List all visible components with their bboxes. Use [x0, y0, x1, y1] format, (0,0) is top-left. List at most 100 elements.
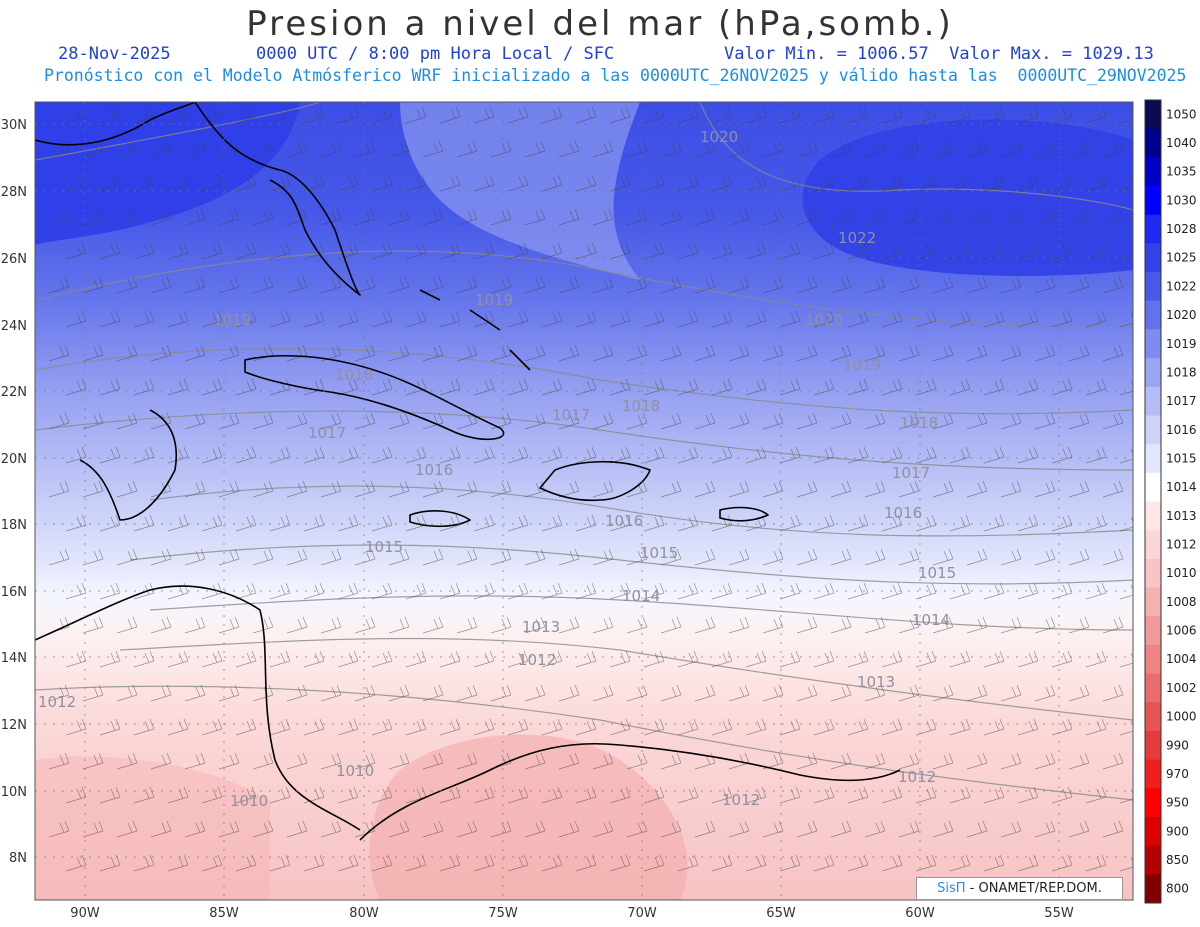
- high-pressure-cell: [802, 119, 1133, 276]
- wind-barb: [82, 412, 104, 430]
- wind-barb: [932, 480, 954, 498]
- colorbar-label: 800: [1166, 882, 1189, 896]
- colorbar-swatch: [1145, 759, 1161, 789]
- wind-barb: [48, 548, 70, 566]
- wind-barb: [745, 174, 767, 192]
- wind-barb: [388, 820, 410, 838]
- wind-barb: [439, 378, 461, 396]
- wind-barb: [65, 854, 87, 872]
- wind-barb: [354, 548, 376, 566]
- wind-barb: [133, 446, 155, 464]
- wind-barb: [65, 582, 87, 600]
- wind-barb: [626, 820, 648, 838]
- wind-barb: [575, 514, 597, 532]
- wind-barb: [388, 480, 410, 498]
- wind-barb: [473, 174, 495, 192]
- lat-tick: 8N: [9, 851, 27, 866]
- wind-barb: [830, 616, 852, 634]
- wind-barb: [167, 446, 189, 464]
- wind-barb: [847, 582, 869, 600]
- wind-barb: [558, 820, 580, 838]
- wind-barb: [643, 854, 665, 872]
- wind-barb: [762, 752, 784, 770]
- lon-tick: 80W: [349, 906, 379, 921]
- wind-barb: [167, 174, 189, 192]
- wind-barb: [388, 684, 410, 702]
- isobar-label: 1018: [622, 397, 660, 415]
- wind-barb: [847, 718, 869, 736]
- wind-barb: [966, 548, 988, 566]
- wind-barb: [694, 616, 716, 634]
- wind-barb: [184, 548, 206, 566]
- wind-barb: [881, 650, 903, 668]
- wind-barb: [915, 378, 937, 396]
- wind-barb: [1068, 344, 1090, 362]
- wind-barb: [524, 412, 546, 430]
- wind-barb: [82, 276, 104, 294]
- wind-barb: [1000, 208, 1022, 226]
- wind-barb: [660, 752, 682, 770]
- wind-barb: [592, 412, 614, 430]
- wind-barb: [371, 718, 393, 736]
- colorbar-label: 1050: [1166, 107, 1197, 121]
- wind-barb: [1102, 344, 1124, 362]
- wind-barb: [150, 548, 172, 566]
- wind-barb: [1034, 412, 1056, 430]
- wind-barb: [354, 752, 376, 770]
- lat-tick: 20N: [1, 452, 27, 467]
- wind-barb: [320, 344, 342, 362]
- wind-barb: [1068, 752, 1090, 770]
- wind-barb: [1051, 446, 1073, 464]
- wind-barb: [728, 208, 750, 226]
- wind-barb: [1000, 344, 1022, 362]
- wind-barb: [286, 276, 308, 294]
- wind-barb: [235, 378, 257, 396]
- colorbar-label: 1040: [1166, 136, 1197, 150]
- lat-tick: 30N: [1, 118, 27, 133]
- wind-barb: [150, 684, 172, 702]
- wind-barb: [796, 140, 818, 158]
- wind-barb: [473, 378, 495, 396]
- wind-barb: [575, 650, 597, 668]
- colorbar-swatch: [1145, 845, 1161, 875]
- wind-barb: [439, 650, 461, 668]
- wind-barb: [1102, 548, 1124, 566]
- wind-barb: [82, 752, 104, 770]
- wind-barb: [269, 786, 291, 804]
- valid-time: 0000 UTC / 8:00 pm Hora Local / SFC: [256, 44, 615, 64]
- wind-barb: [65, 242, 87, 260]
- wind-barb: [626, 684, 648, 702]
- wind-barb: [643, 650, 665, 668]
- wind-barb: [881, 786, 903, 804]
- colorbar-label: 1014: [1166, 480, 1197, 494]
- wind-barb: [796, 344, 818, 362]
- wind-barb: [830, 140, 852, 158]
- wind-barb: [1102, 684, 1124, 702]
- wind-barb: [388, 140, 410, 158]
- wind-barb: [507, 378, 529, 396]
- wind-barb: [82, 820, 104, 838]
- wind-barb: [932, 684, 954, 702]
- wind-barb: [898, 412, 920, 430]
- colorbar-swatch: [1145, 501, 1161, 531]
- wind-barb: [575, 106, 597, 124]
- colorbar-label: 1000: [1166, 710, 1197, 724]
- wind-barb: [405, 106, 427, 124]
- isobar-label: 1017: [308, 424, 346, 442]
- wind-barb: [830, 208, 852, 226]
- wind-barb: [269, 582, 291, 600]
- wind-barb: [796, 752, 818, 770]
- colorbar-swatch: [1145, 358, 1161, 388]
- colorbar-swatch: [1145, 444, 1161, 474]
- wind-barb: [1085, 650, 1107, 668]
- wind-barb: [218, 752, 240, 770]
- wind-barb: [1119, 176, 1133, 192]
- wind-barb: [558, 752, 580, 770]
- wind-barb: [150, 140, 172, 158]
- wind-barb: [949, 582, 971, 600]
- wind-barb: [269, 310, 291, 328]
- colorbar-swatch: [1145, 415, 1161, 445]
- wind-barb: [949, 718, 971, 736]
- wind-barb: [133, 650, 155, 668]
- wind-barb: [694, 480, 716, 498]
